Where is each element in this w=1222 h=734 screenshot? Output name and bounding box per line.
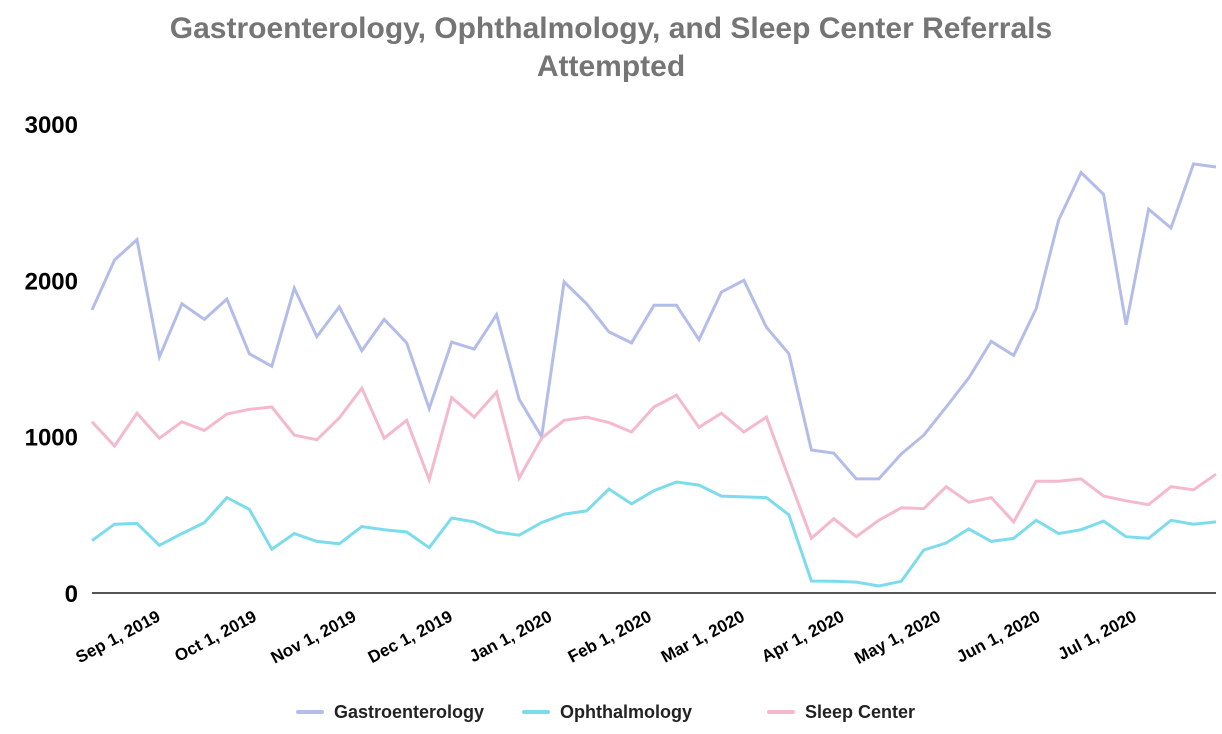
series-line-sleep-center [90, 385, 1217, 541]
legend-item[interactable]: Sleep Center [767, 702, 915, 722]
legend-item[interactable]: Ophthalmology [522, 702, 692, 722]
x-tick-label: Oct 1, 2019 [171, 607, 259, 666]
y-tick-label: 1000 [25, 425, 78, 452]
x-tick-label: Mar 1, 2020 [658, 607, 748, 667]
x-tick-label: Jan 1, 2020 [466, 607, 555, 666]
y-tick-label: 3000 [25, 112, 78, 139]
series-line-gastroenterology [90, 162, 1217, 481]
x-tick-label: Jul 1, 2020 [1055, 607, 1140, 664]
x-tick-label: Feb 1, 2020 [565, 607, 655, 667]
x-tick-label: Sep 1, 2019 [73, 607, 164, 667]
legend-label: Gastroenterology [334, 702, 484, 722]
legend-label: Ophthalmology [560, 702, 692, 722]
x-tick-label: Apr 1, 2020 [758, 607, 847, 666]
x-tick-label: Jun 1, 2020 [953, 607, 1043, 667]
x-tick-label: May 1, 2020 [851, 607, 943, 668]
chart-title-line-1: Gastroenterology, Ophthalmology, and Sle… [170, 12, 1052, 45]
y-tick-label: 0 [65, 581, 78, 608]
x-tick-label: Dec 1, 2019 [365, 607, 456, 667]
x-tick-label: Nov 1, 2019 [268, 607, 360, 668]
legend-item[interactable]: Gastroenterology [296, 702, 484, 722]
chart-title-line-2: Attempted [537, 50, 685, 83]
y-tick-label: 2000 [25, 268, 78, 295]
series-line-ophthalmology [91, 480, 1217, 588]
legend-label: Sleep Center [805, 702, 915, 722]
